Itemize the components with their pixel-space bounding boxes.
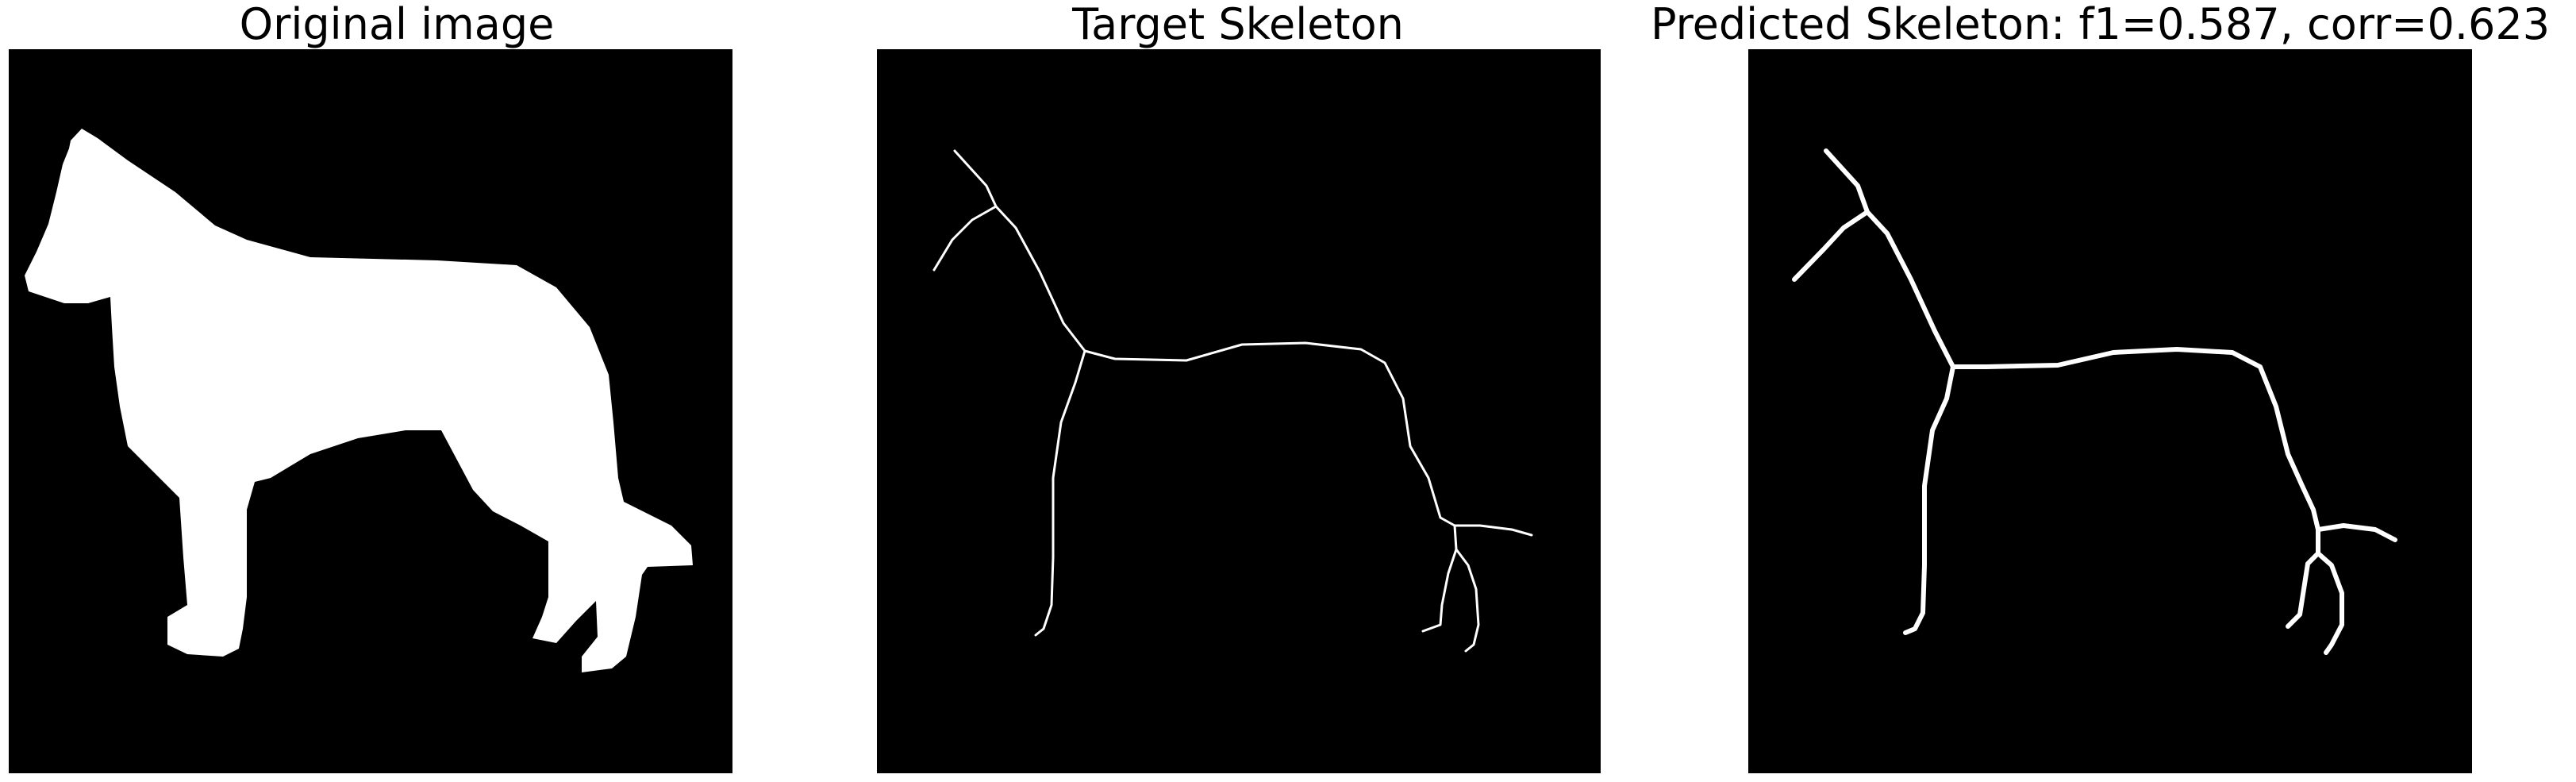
target-back bbox=[1083, 341, 1456, 527]
target-neck bbox=[994, 205, 1086, 352]
target-skeleton-lines bbox=[877, 49, 1601, 773]
target-head-branch-lower bbox=[932, 205, 998, 272]
original-image bbox=[9, 49, 732, 773]
dog-body-shape bbox=[25, 129, 693, 672]
predicted-head-branch-upper bbox=[1824, 148, 1870, 214]
predicted-tail bbox=[2316, 523, 2397, 542]
panel-original-image: Original image bbox=[0, 0, 794, 782]
predicted-skeleton-image bbox=[1748, 49, 2472, 773]
panel-target-skeleton: Target Skeleton bbox=[841, 0, 1635, 782]
dog-silhouette bbox=[9, 49, 732, 773]
target-back-leg-2 bbox=[1455, 548, 1480, 653]
target-tail bbox=[1453, 524, 1533, 537]
predicted-front-leg bbox=[1903, 364, 1955, 635]
panel-title-predicted: Predicted Skeleton: f1=0.587, corr=0.623 bbox=[1651, 0, 2551, 49]
target-front-leg bbox=[1034, 349, 1086, 637]
predicted-neck bbox=[1865, 210, 1955, 369]
predicted-back bbox=[1951, 347, 2320, 532]
panel-title-target: Target Skeleton bbox=[1072, 0, 1404, 49]
target-back-leg-1 bbox=[1421, 524, 1458, 633]
panel-title-original: Original image bbox=[239, 0, 555, 49]
predicted-back-leg-1 bbox=[2286, 527, 2320, 629]
target-skeleton-image bbox=[877, 49, 1601, 773]
predicted-head-branch-lower bbox=[1792, 210, 1870, 282]
predicted-back-leg-2 bbox=[2316, 551, 2344, 655]
target-head-branch-upper bbox=[953, 149, 998, 208]
predicted-skeleton-lines bbox=[1748, 49, 2472, 773]
panel-predicted-skeleton: Predicted Skeleton: f1=0.587, corr=0.623 bbox=[1651, 0, 2550, 782]
